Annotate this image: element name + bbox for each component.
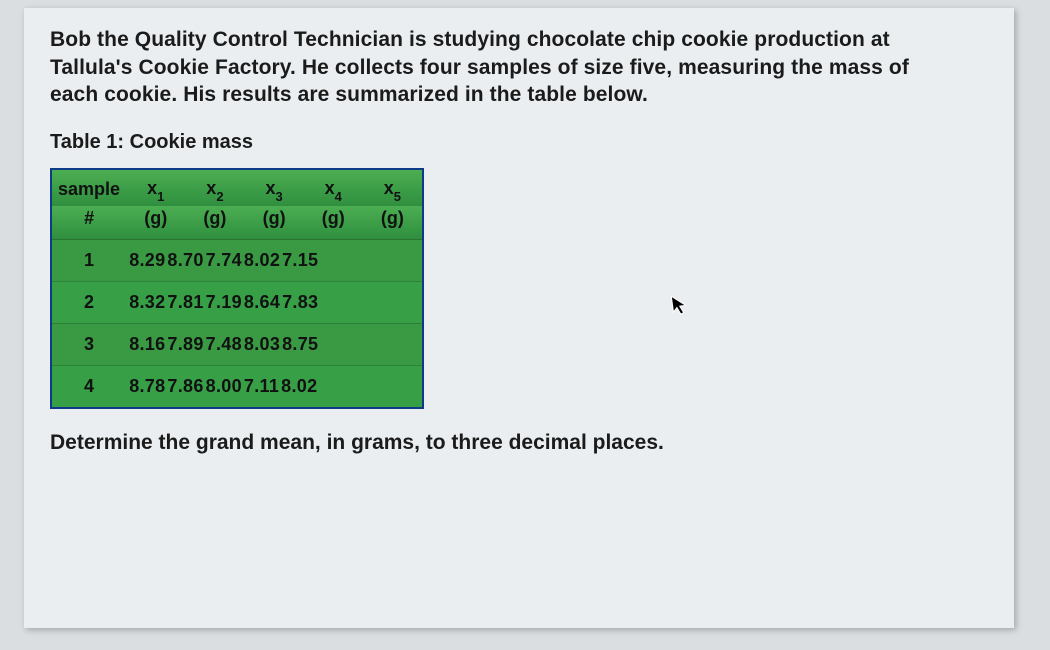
- mass-value: 8.00: [206, 376, 244, 397]
- col-x5: x5: [363, 170, 422, 206]
- para-line-3: each cookie. His results are summarized …: [50, 83, 648, 106]
- cookie-mass-table: sample x1 x2 x3 x4 x5 # (g) (g) (g) (g) …: [50, 168, 424, 409]
- col-unit-4: (g): [304, 206, 363, 240]
- col-x3: x3: [245, 170, 304, 206]
- mass-value: 7.83: [282, 292, 320, 313]
- sample-number: 4: [52, 365, 126, 407]
- mass-value: 8.70: [167, 250, 205, 271]
- mass-value: 7.86: [167, 376, 205, 397]
- mass-value: 7.19: [206, 292, 244, 313]
- data-table: sample x1 x2 x3 x4 x5 # (g) (g) (g) (g) …: [52, 170, 422, 407]
- sample-number: 2: [52, 281, 126, 323]
- col-x1: x1: [126, 170, 185, 206]
- table-row: 48.787.868.007.118.02: [52, 365, 422, 407]
- table-caption: Table 1: Cookie mass: [50, 131, 988, 154]
- mass-value: 8.32: [129, 292, 167, 313]
- mass-value: 8.75: [282, 334, 320, 355]
- problem-page: Bob the Quality Control Technician is st…: [24, 8, 1014, 628]
- mass-value: 8.03: [244, 334, 282, 355]
- mass-value: 7.74: [206, 250, 244, 271]
- table-row: 28.327.817.198.647.83: [52, 281, 422, 323]
- para-line-1: Bob the Quality Control Technician is st…: [50, 28, 890, 51]
- col-x4: x4: [304, 170, 363, 206]
- table-head: sample x1 x2 x3 x4 x5 # (g) (g) (g) (g) …: [52, 170, 422, 239]
- mass-value: 8.02: [244, 250, 282, 271]
- mass-value: 7.48: [206, 334, 244, 355]
- mass-value: 8.64: [244, 292, 282, 313]
- mass-value: 7.15: [282, 250, 320, 271]
- mass-value: 8.78: [129, 376, 167, 397]
- sample-values: 8.787.868.007.118.02: [126, 365, 422, 407]
- mass-value: 7.81: [167, 292, 205, 313]
- mass-value: 8.16: [129, 334, 167, 355]
- sample-values: 8.298.707.748.027.15: [126, 239, 422, 281]
- sample-number: 1: [52, 239, 126, 281]
- col-unit-1: (g): [126, 206, 185, 240]
- problem-paragraph: Bob the Quality Control Technician is st…: [50, 26, 988, 109]
- sample-values: 8.327.817.198.647.83: [126, 281, 422, 323]
- col-hash-label: #: [52, 206, 126, 240]
- col-unit-3: (g): [245, 206, 304, 240]
- mass-value: 8.29: [129, 250, 167, 271]
- col-x2: x2: [185, 170, 244, 206]
- mass-value: 7.89: [167, 334, 205, 355]
- mass-value: 8.02: [281, 376, 319, 397]
- mass-value: 7.11: [244, 376, 281, 397]
- sample-values: 8.167.897.488.038.75: [126, 323, 422, 365]
- table-row: 18.298.707.748.027.15: [52, 239, 422, 281]
- table-body: 18.298.707.748.027.1528.327.817.198.647.…: [52, 239, 422, 407]
- mouse-cursor-icon: [670, 293, 692, 323]
- para-line-2: Tallula's Cookie Factory. He collects fo…: [50, 56, 909, 79]
- col-unit-5: (g): [363, 206, 422, 240]
- question-text: Determine the grand mean, in grams, to t…: [50, 431, 988, 455]
- col-sample-label: sample: [52, 170, 126, 206]
- col-unit-2: (g): [185, 206, 244, 240]
- sample-number: 3: [52, 323, 126, 365]
- table-row: 38.167.897.488.038.75: [52, 323, 422, 365]
